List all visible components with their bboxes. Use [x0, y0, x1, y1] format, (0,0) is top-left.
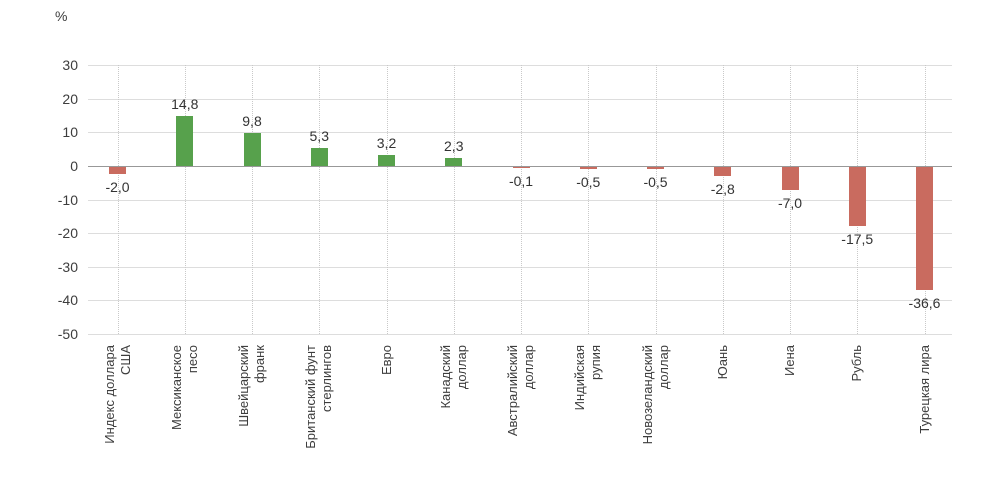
x-axis-category-label: Мексиканское песо [168, 345, 200, 430]
bar-negative [647, 166, 664, 169]
x-axis-category-label: Турецкая лира [916, 345, 932, 434]
gridline-vertical [655, 65, 657, 334]
bar-negative [714, 166, 732, 177]
y-axis-tick-label: -50 [57, 326, 78, 342]
bar-value-label: 5,3 [309, 128, 329, 145]
gridline-vertical [588, 65, 590, 334]
x-axis-category-label: Юань [714, 345, 730, 380]
gridline-vertical [386, 65, 388, 334]
x-axis-category-label: Индекс доллара США [101, 345, 133, 444]
bar-positive [378, 155, 395, 166]
gridline-horizontal [88, 132, 952, 134]
bar-positive [243, 132, 261, 166]
x-axis-category-label: Новозеландский доллар [639, 345, 671, 445]
bar-value-label: 3,2 [376, 135, 397, 152]
y-axis-tick-label: 30 [62, 57, 78, 73]
y-axis-tick-label: -30 [57, 258, 78, 275]
x-axis-category-label: Британский фунт стерлингов [303, 345, 335, 449]
gridline-horizontal [88, 334, 952, 335]
x-axis-category-label: Евро [378, 345, 394, 376]
zero-axis-line [88, 165, 952, 167]
gridline-horizontal [88, 199, 952, 201]
y-axis-tick-label: 20 [62, 90, 78, 107]
gridline-vertical [319, 65, 321, 334]
bar-value-label: -2,0 [105, 178, 130, 195]
x-axis-category-label: Индийская рупия [572, 345, 604, 411]
bar-value-label: -0,1 [508, 172, 534, 189]
bar-value-label: -0,5 [576, 173, 601, 190]
bar-negative [579, 166, 597, 169]
bar-value-label: -7,0 [777, 195, 803, 212]
gridline-horizontal [88, 266, 952, 268]
x-axis-category-label: Канадский доллар [437, 345, 469, 409]
gridline-vertical [722, 65, 724, 334]
bar-negative [512, 166, 530, 168]
bar-value-label: -0,5 [643, 173, 668, 190]
x-axis-category-label: Рубль [849, 345, 865, 382]
bar-positive [445, 158, 463, 166]
gridline-vertical [521, 65, 522, 334]
bar-negative [109, 166, 126, 174]
gridline-horizontal [88, 98, 952, 100]
gridline-vertical [453, 65, 455, 334]
x-axis-category-label: Швейцарский франк [236, 345, 267, 427]
x-axis-category-label: Иена [782, 345, 797, 376]
bar-value-label: -2,8 [710, 181, 735, 198]
bar-value-label: 2,3 [444, 138, 464, 155]
gridline-horizontal [88, 65, 952, 66]
bar-negative [848, 166, 866, 226]
bar-value-label: 14,8 [171, 96, 199, 113]
y-axis-tick-label: 0 [70, 157, 78, 174]
gridline-vertical [184, 65, 186, 334]
bar-negative [916, 166, 933, 290]
y-axis-tick-label: -10 [57, 191, 78, 208]
x-axis-category-label: Австралийский доллар [505, 345, 536, 437]
gridline-vertical [117, 65, 119, 334]
y-axis-tick-label: 10 [62, 124, 78, 141]
bar-positive [310, 148, 328, 166]
gridline-horizontal [88, 300, 952, 302]
bar-value-label: 9,8 [242, 112, 262, 129]
gridline-vertical [790, 65, 791, 334]
y-axis-unit-label: % [55, 8, 68, 24]
bar-value-label: -36,6 [908, 294, 941, 311]
bar-positive [176, 116, 194, 166]
bar-negative [781, 166, 799, 191]
y-axis-tick-label: -20 [57, 225, 78, 242]
gridline-vertical [252, 65, 253, 334]
y-axis-tick-label: -40 [57, 292, 78, 309]
bar-value-label: -17,5 [841, 230, 874, 247]
gridline-horizontal [88, 233, 952, 235]
